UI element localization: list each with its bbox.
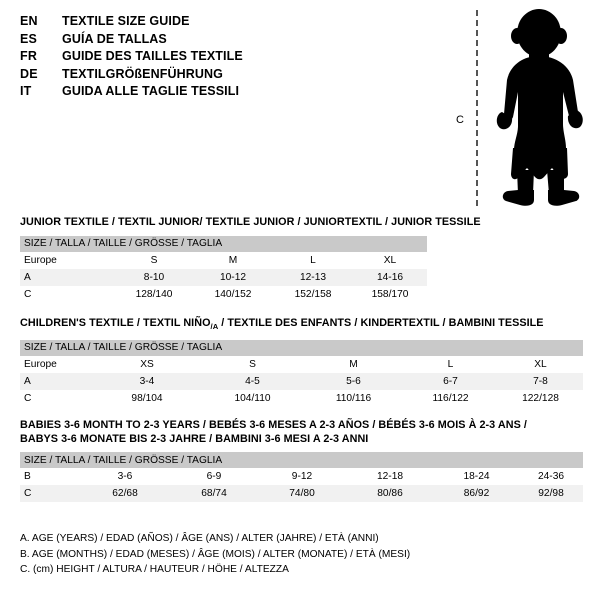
babies-cell: 86/92 — [434, 485, 519, 502]
junior-cell: 158/170 — [353, 285, 427, 303]
toddler-silhouette-icon — [496, 9, 583, 206]
table-row: C 98/104 104/110 110/116 116/122 122/128 — [20, 389, 583, 407]
height-measurement-figure: C — [450, 8, 595, 208]
table-row: A 8-10 10-12 12-13 14-16 — [20, 268, 427, 286]
babies-bar-label: SIZE / TALLA / TAILLE / GRÖSSE / TAGLIA — [20, 452, 583, 468]
language-code-de: DE — [20, 66, 38, 81]
babies-row-c-label: C — [20, 485, 80, 502]
children-cell: XS — [93, 355, 201, 373]
language-code-it: IT — [20, 84, 32, 98]
babies-cell: 12-18 — [346, 468, 434, 485]
children-cell: 3-4 — [93, 372, 201, 390]
babies-cell: 3-6 — [80, 468, 170, 485]
language-row-fr: FR GUIDE DES TAILLES TEXTILE — [20, 48, 440, 66]
language-row-de: DE TEXTILGRÖßENFÜHRUNG — [20, 66, 440, 84]
section-babies-title-line1: BABIES 3-6 MONTH TO 2-3 YEARS / BEBÉS 3-… — [20, 419, 527, 431]
babies-cell: 92/98 — [519, 485, 583, 502]
junior-row-a-label: A — [20, 268, 115, 286]
children-row-c-label: C — [20, 389, 93, 407]
language-title-it: GUIDA ALLE TAGLIE TESSILI — [62, 84, 240, 98]
junior-bar-label: SIZE / TALLA / TAILLE / GRÖSSE / TAGLIA — [20, 235, 427, 252]
junior-cell: 8-10 — [115, 268, 193, 286]
junior-table-header-bar: SIZE / TALLA / TAILLE / GRÖSSE / TAGLIA — [20, 235, 427, 252]
children-size-table: SIZE / TALLA / TAILLE / GRÖSSE / TAGLIA … — [20, 339, 583, 407]
table-row: B 3-6 6-9 9-12 12-18 18-24 24-36 — [20, 468, 583, 485]
babies-cell: 68/74 — [170, 485, 258, 502]
children-row-europe-label: Europe — [20, 355, 93, 373]
table-row: Europe S M L XL — [20, 251, 427, 269]
table-row: Europe XS S M L XL — [20, 355, 583, 373]
babies-size-table: SIZE / TALLA / TAILLE / GRÖSSE / TAGLIA … — [20, 452, 583, 502]
height-measure-label: C — [456, 114, 464, 126]
language-code-fr: FR — [20, 49, 38, 63]
language-code-en: EN — [20, 14, 38, 28]
section-junior-title: JUNIOR TEXTILE / TEXTIL JUNIOR/ TEXTILE … — [20, 216, 481, 228]
babies-row-b-label: B — [20, 468, 80, 485]
junior-cell: M — [193, 251, 273, 269]
language-row-en: EN TEXTILE SIZE GUIDE — [20, 13, 440, 31]
junior-cell: XL — [353, 251, 427, 269]
table-row: A 3-4 4-5 5-6 6-7 7-8 — [20, 372, 583, 390]
language-title-es: GUÍA DE TALLAS — [62, 31, 167, 46]
legend: A. AGE (YEARS) / EDAD (AÑOS) / ÂGE (ANS)… — [20, 531, 580, 578]
children-cell: XL — [498, 355, 583, 373]
junior-cell: 128/140 — [115, 285, 193, 303]
children-cell: L — [403, 355, 498, 373]
table-row: C 128/140 140/152 152/158 158/170 — [20, 285, 427, 303]
children-cell: S — [201, 355, 304, 373]
language-title-fr: GUIDE DES TAILLES TEXTILE — [62, 49, 243, 63]
language-code-es: ES — [20, 31, 38, 46]
language-title-de: TEXTILGRÖßENFÜHRUNG — [62, 66, 223, 81]
babies-cell: 24-36 — [519, 468, 583, 485]
children-cell: 4-5 — [201, 372, 304, 390]
children-cell: 98/104 — [93, 389, 201, 407]
section-junior: JUNIOR TEXTILE / TEXTIL JUNIOR/ TEXTILE … — [20, 216, 481, 303]
children-bar-label: SIZE / TALLA / TAILLE / GRÖSSE / TAGLIA — [20, 339, 583, 356]
children-cell: 7-8 — [498, 372, 583, 390]
junior-size-table: SIZE / TALLA / TAILLE / GRÖSSE / TAGLIA … — [20, 235, 427, 303]
babies-cell: 80/86 — [346, 485, 434, 502]
children-cell: M — [304, 355, 403, 373]
language-title-en: TEXTILE SIZE GUIDE — [62, 14, 190, 28]
language-header: EN TEXTILE SIZE GUIDE ES GUÍA DE TALLAS … — [20, 13, 440, 101]
babies-cell: 74/80 — [258, 485, 346, 502]
junior-cell: 152/158 — [273, 285, 353, 303]
babies-cell: 9-12 — [258, 468, 346, 485]
legend-row-b: B. AGE (MONTHS) / EDAD (MESES) / ÂGE (MO… — [20, 548, 411, 560]
children-cell: 122/128 — [498, 389, 583, 407]
section-children-title-sub: /A — [210, 322, 219, 332]
children-cell: 5-6 — [304, 372, 403, 390]
height-dashed-line — [476, 10, 478, 206]
babies-cell: 62/68 — [80, 485, 170, 502]
children-cell: 6-7 — [403, 372, 498, 390]
junior-cell: L — [273, 251, 353, 269]
section-children: CHILDREN'S TEXTILE / TEXTIL NIÑO/A / TEX… — [20, 317, 583, 407]
children-cell: 110/116 — [304, 389, 403, 407]
legend-row-c: C. (cm) HEIGHT / ALTURA / HAUTEUR / HÖHE… — [20, 564, 289, 575]
section-babies-title-line2: BABYS 3-6 MONATE BIS 2-3 JAHRE / BAMBINI… — [20, 432, 369, 445]
junior-cell: 140/152 — [193, 285, 273, 303]
babies-cell: 18-24 — [434, 468, 519, 485]
junior-cell: 12-13 — [273, 268, 353, 286]
babies-table-header-bar: SIZE / TALLA / TAILLE / GRÖSSE / TAGLIA — [20, 452, 583, 468]
junior-cell: S — [115, 251, 193, 269]
section-children-title-suffix: / TEXTILE DES ENFANTS / KINDERTEXTIL / B… — [218, 317, 544, 329]
language-row-es: ES GUÍA DE TALLAS — [20, 31, 440, 49]
junior-row-europe-label: Europe — [20, 251, 115, 269]
language-row-it: IT GUIDA ALLE TAGLIE TESSILI — [20, 83, 440, 101]
section-children-title: CHILDREN'S TEXTILE / TEXTIL NIÑO/A / TEX… — [20, 317, 583, 334]
babies-cell: 6-9 — [170, 468, 258, 485]
children-row-a-label: A — [20, 372, 93, 390]
junior-cell: 10-12 — [193, 268, 273, 286]
legend-row-a: A. AGE (YEARS) / EDAD (AÑOS) / ÂGE (ANS)… — [20, 533, 379, 544]
children-cell: 104/110 — [201, 389, 304, 407]
junior-row-c-label: C — [20, 285, 115, 303]
table-row: C 62/68 68/74 74/80 80/86 86/92 92/98 — [20, 485, 583, 502]
section-babies: BABIES 3-6 MONTH TO 2-3 YEARS / BEBÉS 3-… — [20, 419, 583, 502]
children-table-header-bar: SIZE / TALLA / TAILLE / GRÖSSE / TAGLIA — [20, 339, 583, 356]
section-children-title-prefix: CHILDREN'S TEXTILE / TEXTIL NIÑO — [20, 317, 211, 329]
children-cell: 116/122 — [403, 389, 498, 407]
junior-cell: 14-16 — [353, 268, 427, 286]
